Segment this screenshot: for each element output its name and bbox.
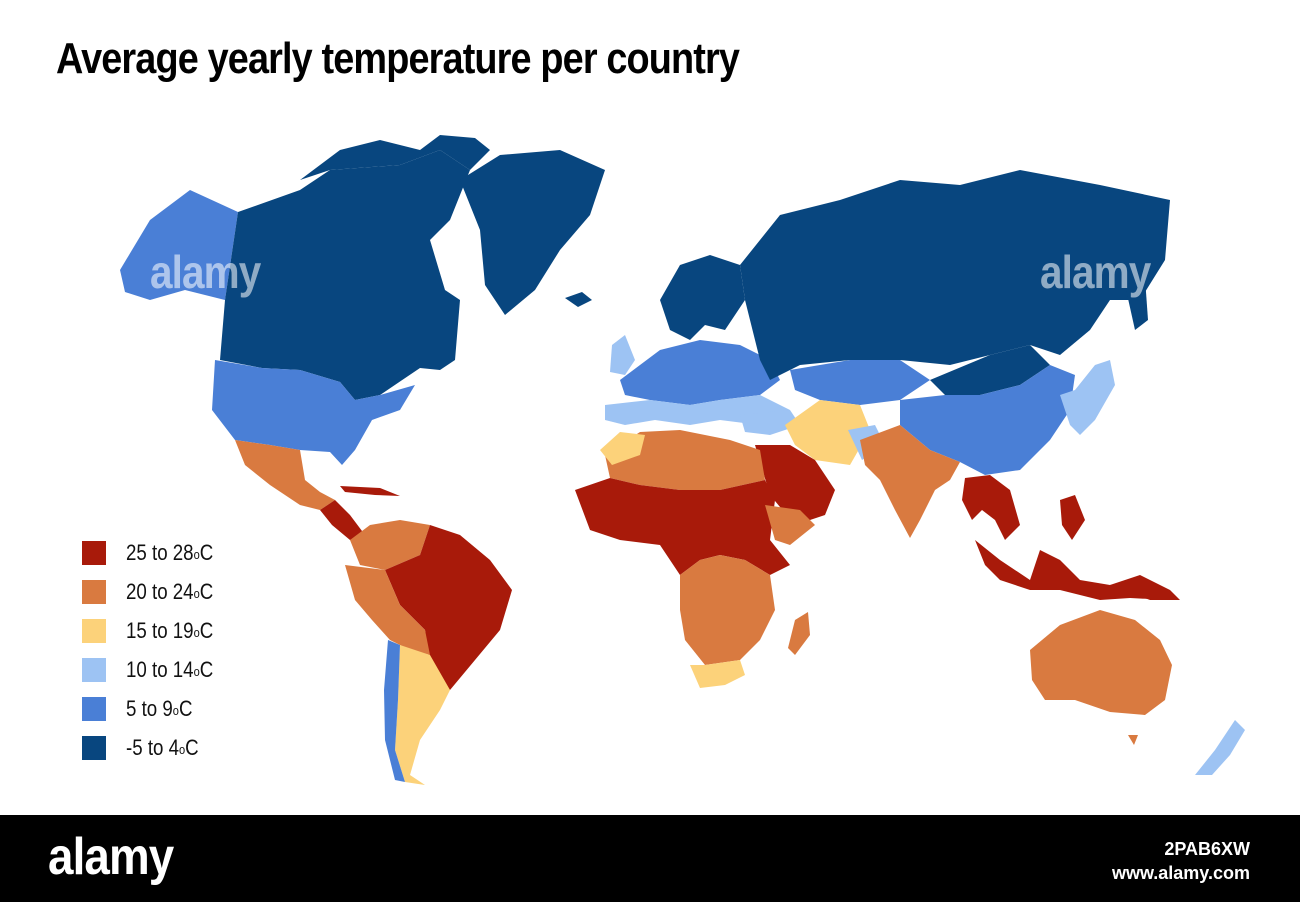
region-madagascar — [788, 612, 810, 655]
image-id: 2PAB6XW www.alamy.com — [1112, 837, 1250, 885]
region-uk — [610, 335, 635, 375]
region-morocco — [600, 432, 645, 465]
region-colombia-venezuela — [350, 520, 430, 570]
region-india — [860, 425, 960, 538]
region-tasmania — [1128, 735, 1138, 745]
legend-item: 10 to 14oC — [82, 657, 229, 683]
region-south-africa — [690, 660, 745, 688]
region-korea-japan — [1060, 360, 1115, 435]
legend-item: 25 to 28oC — [82, 540, 229, 566]
legend-swatch — [82, 619, 106, 643]
region-greenland — [460, 150, 605, 315]
region-brazil-north — [385, 525, 512, 690]
legend-swatch — [82, 736, 106, 760]
watermark-right: alamy — [1040, 246, 1151, 298]
legend-item: 5 to 9oC — [82, 696, 204, 722]
region-new-zealand — [1195, 720, 1245, 775]
region-kazakhstan-central — [790, 360, 930, 405]
image-id-code: 2PAB6XW — [1164, 839, 1250, 859]
legend-swatch — [82, 697, 106, 721]
region-mongolia — [930, 345, 1050, 395]
region-chile — [384, 640, 405, 782]
region-papua — [1110, 575, 1180, 600]
region-arabia — [755, 445, 835, 525]
region-china — [900, 365, 1075, 475]
region-canada — [220, 150, 470, 400]
legend-label: 5 to 9oC — [126, 696, 193, 721]
region-usa — [212, 360, 415, 465]
region-north-africa — [605, 430, 765, 490]
region-turkey — [740, 410, 800, 435]
region-caribbean — [340, 486, 400, 496]
region-horn-of-africa — [765, 505, 815, 545]
legend-swatch — [82, 658, 106, 682]
brand-logo: alamy — [48, 828, 174, 886]
region-kamchatka — [1125, 278, 1148, 330]
region-argentina — [395, 645, 450, 785]
region-iran-central-asia — [785, 400, 870, 465]
legend-label: -5 to 4oC — [126, 735, 199, 760]
region-indochina — [962, 475, 1020, 540]
region-russia — [740, 170, 1170, 380]
legend-item: 20 to 24oC — [82, 579, 229, 605]
world-map — [120, 135, 1245, 785]
region-scandinavia — [660, 255, 745, 340]
region-sahel-west-africa — [575, 478, 790, 575]
region-arctic-islands — [300, 135, 490, 180]
region-peru-bolivia — [345, 565, 430, 655]
map-title: Average yearly temperature per country — [56, 34, 740, 83]
footer-bar: alamy 2PAB6XW www.alamy.com — [0, 815, 1300, 902]
region-alaska — [120, 190, 238, 300]
legend-swatch — [82, 580, 106, 604]
region-iceland — [565, 292, 592, 307]
legend-label: 25 to 28oC — [126, 540, 214, 565]
region-central-europe — [620, 340, 780, 405]
watermark-left: alamy — [150, 246, 261, 298]
site-url: www.alamy.com — [1111, 863, 1250, 883]
legend-label: 20 to 24oC — [126, 579, 214, 604]
legend-swatch — [82, 541, 106, 565]
region-mexico — [235, 440, 335, 510]
region-southern-africa — [680, 555, 775, 665]
legend-item: 15 to 19oC — [82, 618, 229, 644]
legend-label: 15 to 19oC — [126, 618, 214, 643]
region-australia — [1030, 610, 1172, 715]
region-philippines — [1060, 495, 1085, 540]
legend-label: 10 to 14oC — [126, 657, 214, 682]
legend-item: -5 to 4oC — [82, 735, 212, 761]
region-central-america — [320, 500, 365, 540]
